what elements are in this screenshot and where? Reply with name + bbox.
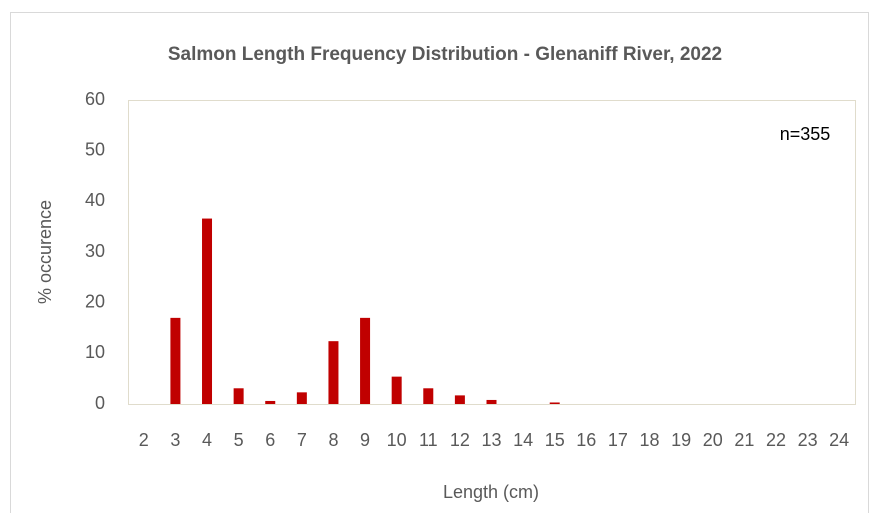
bar [549,402,560,404]
y-tick-label: 10 [85,342,105,362]
bar [360,317,371,404]
bar [170,317,181,404]
chart-border [10,12,869,518]
y-tick-label: 40 [85,190,105,210]
x-tick-label: 24 [829,430,849,450]
x-tick-label: 21 [734,430,754,450]
x-tick-label: 2 [139,430,149,450]
chart-title: Salmon Length Frequency Distribution - G… [168,44,722,65]
bar [486,399,497,404]
plot-border [128,100,856,405]
x-tick-label: 9 [360,430,370,450]
y-tick-label: 60 [85,89,105,109]
bar [233,388,244,404]
x-tick-label: 15 [545,430,565,450]
x-tick-label: 19 [671,430,691,450]
bar [265,400,276,404]
x-tick-label: 17 [608,430,628,450]
x-tick-label: 13 [481,430,501,450]
x-tick-label: 8 [328,430,338,450]
x-tick-label: 5 [234,430,244,450]
x-tick-label: 11 [419,430,438,450]
bar [454,395,465,404]
y-tick-label: 50 [85,139,105,159]
bar [423,388,434,404]
x-tick-label: 6 [265,430,275,450]
x-tick-label: 3 [170,430,180,450]
x-tick-label: 18 [640,430,660,450]
bar [328,341,339,404]
y-tick-label: 0 [95,393,105,413]
x-tick-label: 22 [766,430,786,450]
y-axis-label: % occurence [35,200,55,304]
x-tick-label: 4 [202,430,212,450]
annotation: n=355 [780,124,831,144]
y-tick-label: 30 [85,241,105,261]
x-tick-label: 7 [297,430,307,450]
x-tick-label: 16 [576,430,596,450]
x-tick-label: 14 [513,430,533,450]
x-tick-label: 20 [703,430,723,450]
x-tick-label: 12 [450,430,470,450]
x-tick-label: 23 [798,430,818,450]
y-tick-label: 20 [85,291,105,311]
bar [296,392,307,404]
bar [391,376,402,404]
x-axis-label: Length (cm) [443,482,539,502]
x-tick-label: 10 [387,430,407,450]
bar [202,218,213,404]
